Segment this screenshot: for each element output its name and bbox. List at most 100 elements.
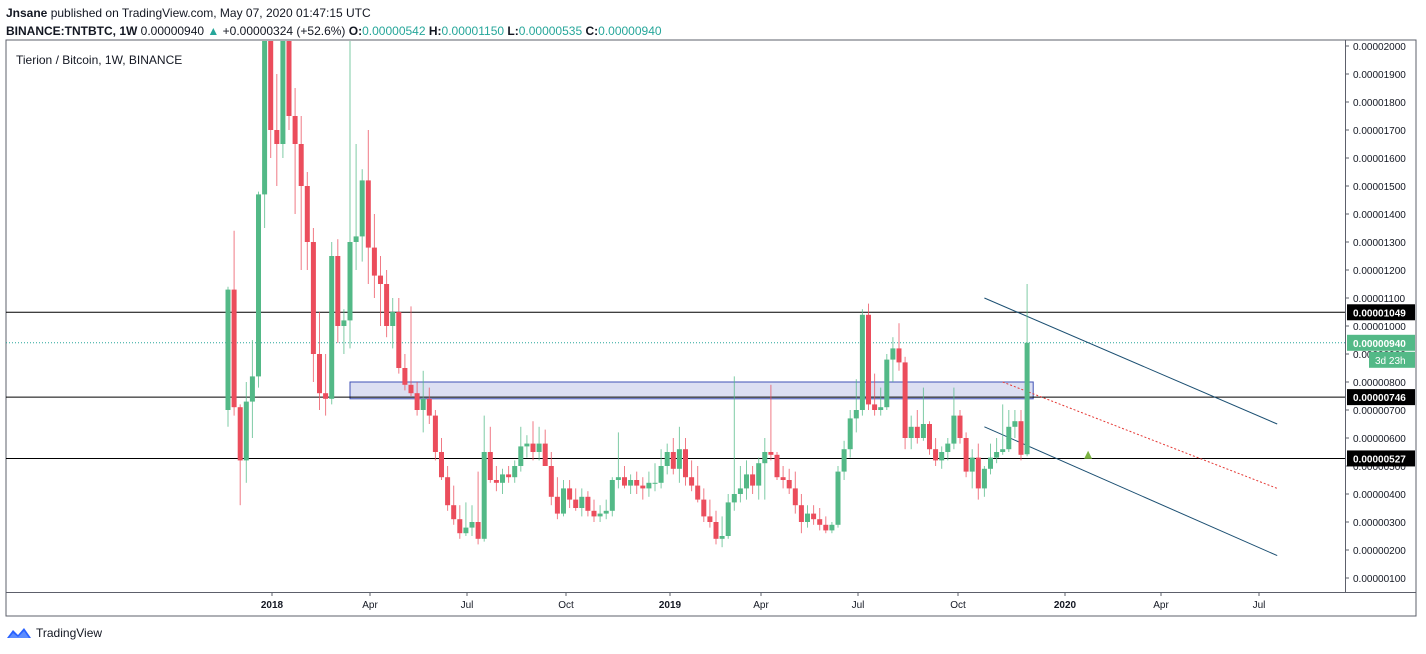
- symbol-label: BINANCE:TNTBTC, 1W: [6, 24, 138, 38]
- y-tick-label: 0.00001300: [1353, 238, 1406, 249]
- candle-body: [835, 471, 841, 525]
- candle-body: [420, 398, 426, 410]
- channel-upper-line: [984, 297, 1278, 425]
- candle-body: [341, 320, 347, 326]
- candle-body: [817, 519, 823, 525]
- candle-body: [725, 502, 731, 536]
- x-tick-label: Apr: [362, 600, 378, 611]
- candle-body: [939, 452, 945, 461]
- candle-body: [859, 314, 865, 410]
- candle-body: [585, 496, 591, 511]
- candle-body: [524, 443, 530, 447]
- candle-body: [475, 522, 481, 539]
- x-tick-label: Jul: [852, 600, 865, 611]
- candle-body: [927, 424, 932, 450]
- open-value: 0.00000542: [362, 24, 426, 38]
- candle-body: [402, 368, 408, 385]
- candle-body: [274, 130, 280, 144]
- candle-body: [506, 474, 512, 478]
- candle-body: [689, 477, 695, 486]
- level-price-label: 0.00000746: [1353, 393, 1406, 404]
- candle-body: [262, 41, 268, 195]
- last-price-label-bg: [1347, 334, 1415, 351]
- level-price-label: 0.00000527: [1353, 454, 1406, 465]
- candle-body: [676, 449, 682, 469]
- candle-body: [622, 477, 627, 486]
- x-tick-label: Jul: [461, 600, 474, 611]
- last-price: 0.00000940: [140, 24, 205, 38]
- candle-body: [237, 407, 243, 461]
- candle-body: [225, 289, 231, 410]
- candle-body: [457, 519, 463, 534]
- candle-body: [981, 468, 987, 489]
- candle-body: [390, 312, 396, 326]
- candle-body: [798, 505, 804, 522]
- candle-body: [439, 452, 444, 478]
- y-tick-label: 0.00001000: [1353, 322, 1406, 333]
- candle-body: [786, 480, 792, 489]
- candle-body: [988, 457, 993, 469]
- candle-body: [597, 513, 603, 517]
- low-label: L:: [507, 24, 519, 38]
- candle-body: [878, 407, 884, 410]
- candle-body: [384, 284, 390, 326]
- x-tick-label: Apr: [1153, 600, 1169, 611]
- candle-body: [573, 499, 579, 508]
- candle-body: [853, 410, 859, 419]
- candle-body: [670, 452, 676, 469]
- candle-body: [292, 116, 298, 144]
- low-value: 0.00000535: [518, 24, 583, 38]
- price-change: +0.00000324 (+52.6%): [222, 24, 346, 38]
- candle-body: [530, 443, 536, 452]
- y-tick-label: 0.00000600: [1353, 434, 1406, 445]
- candle-body: [591, 510, 597, 517]
- candle-body: [256, 194, 261, 377]
- level-price-label: 0.00001049: [1353, 308, 1406, 319]
- candle-body: [762, 452, 768, 464]
- candle-body: [542, 443, 548, 466]
- candle-body: [914, 426, 920, 438]
- y-tick-label: 0.00001600: [1353, 154, 1406, 165]
- candle-body: [884, 359, 890, 408]
- candle-body: [286, 41, 292, 116]
- candle-body: [359, 180, 365, 237]
- chart-frame: [5, 39, 1417, 617]
- candle-body: [774, 454, 780, 478]
- candle-body: [445, 477, 451, 506]
- candle-body: [719, 536, 725, 539]
- close-label: C:: [585, 24, 599, 38]
- footer-brand[interactable]: TradingView: [6, 626, 102, 640]
- level-price-label-bg: [1347, 450, 1415, 467]
- up-arrow-icon: ▲: [207, 24, 220, 38]
- candle-body: [548, 466, 554, 497]
- y-tick-label: 0.00002000: [1353, 42, 1406, 53]
- candle-body: [1012, 421, 1018, 427]
- x-tick-label: Oct: [558, 600, 574, 611]
- candle-body: [713, 522, 719, 539]
- candle-body: [768, 452, 774, 455]
- candle-body: [994, 452, 1000, 458]
- candle-body: [579, 496, 585, 508]
- candle-body: [841, 449, 847, 472]
- last-price-label: 0.00000940: [1353, 339, 1406, 350]
- high-value: 0.00001150: [441, 24, 505, 38]
- publish-info: published on TradingView.com, May 07, 20…: [50, 6, 371, 20]
- countdown-label-bg: [1369, 351, 1415, 368]
- candle-body: [469, 522, 475, 528]
- candle-body: [957, 415, 963, 438]
- signal-triangle-icon: [1084, 450, 1093, 459]
- candle-body: [432, 415, 438, 452]
- close-value: 0.00000940: [598, 24, 662, 38]
- y-tick-label: 0.00000300: [1353, 518, 1406, 529]
- candle-body: [652, 482, 658, 484]
- author-name[interactable]: Jnsane: [6, 6, 48, 20]
- candle-body: [823, 524, 829, 531]
- candle-body: [866, 314, 871, 405]
- candle-body: [737, 488, 743, 494]
- y-tick-label: 0.00000500: [1353, 462, 1406, 473]
- level-price-label-bg: [1347, 304, 1415, 321]
- candle-body: [280, 41, 286, 144]
- candle-body: [353, 236, 359, 242]
- candle-body: [744, 474, 749, 489]
- candle-body: [481, 452, 487, 539]
